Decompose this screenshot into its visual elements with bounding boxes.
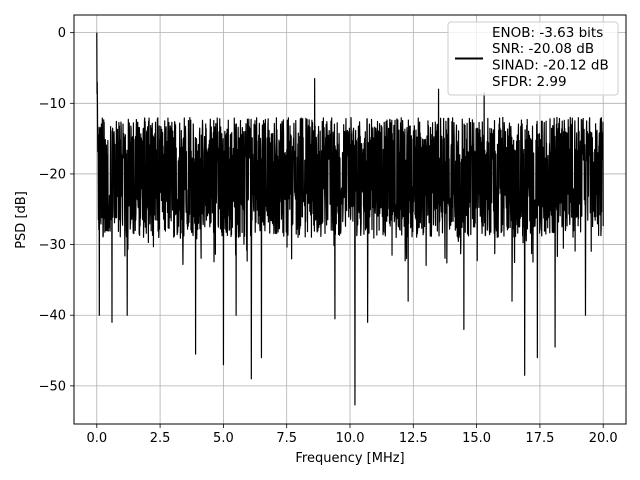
x-tick-label: 7.5: [276, 431, 297, 446]
y-tick-label: −50: [39, 379, 66, 394]
legend-entry-snr: SNR: -20.08 dB: [492, 41, 594, 57]
x-axis-label: Frequency [MHz]: [295, 451, 404, 466]
y-tick-label: 0: [58, 26, 66, 41]
x-tick-label: 5.0: [213, 431, 234, 446]
x-tick-label: 0.0: [86, 431, 107, 446]
legend: ENOB: -3.63 bits SNR: -20.08 dB SINAD: -…: [447, 21, 619, 96]
y-tick-label: −10: [39, 97, 66, 112]
x-axis-ticks: 0.0 2.5 5.0 7.5 10.0 12.5 15.0 17.5 20.0: [86, 424, 618, 446]
x-tick-label: 10.0: [336, 431, 365, 446]
y-tick-label: −40: [39, 309, 66, 324]
x-tick-label: 2.5: [150, 431, 171, 446]
legend-entry-enob: ENOB: -3.63 bits: [492, 25, 603, 41]
y-tick-label: −20: [39, 167, 66, 182]
x-tick-label: 17.5: [525, 431, 554, 446]
y-axis-ticks: 0 −10 −20 −30 −40 −50: [39, 26, 74, 394]
legend-entry-sinad: SINAD: -20.12 dB: [492, 58, 609, 74]
x-tick-label: 20.0: [589, 431, 618, 446]
legend-entry-sfdr: SFDR: 2.99: [492, 74, 567, 90]
psd-trace: [96, 32, 604, 406]
y-axis-label: PSD [dB]: [14, 191, 29, 249]
x-tick-label: 12.5: [399, 431, 428, 446]
y-tick-label: −30: [39, 238, 66, 253]
psd-series-line: [96, 32, 604, 406]
x-tick-label: 15.0: [462, 431, 491, 446]
legend-box: [447, 21, 619, 96]
